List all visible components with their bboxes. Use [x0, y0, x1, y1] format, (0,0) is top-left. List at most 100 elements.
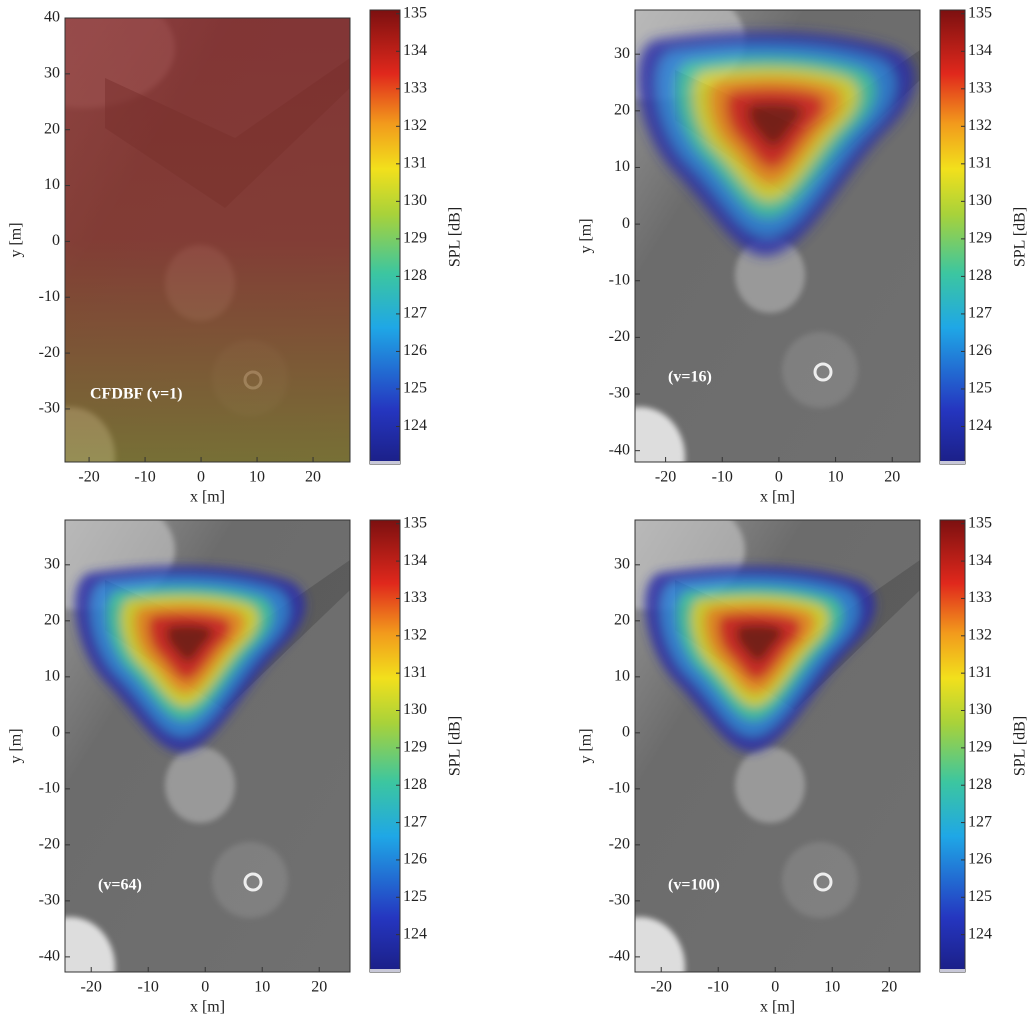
y-tick-label: -30	[39, 892, 60, 909]
y-tick-label: 30	[44, 65, 60, 82]
y-tick-label: 20	[44, 611, 60, 628]
colorbar-tick-label: 128	[403, 776, 427, 793]
colorbar-tick-label: 126	[403, 342, 427, 359]
y-tick-label: 20	[44, 120, 60, 137]
photo-engine	[782, 332, 858, 408]
plot-image	[635, 10, 920, 462]
y-tick-label: -20	[39, 344, 60, 361]
colorbar-tick-label: 133	[403, 79, 427, 96]
x-tick-label: -10	[138, 979, 159, 996]
colorbar-tick-label: 127	[403, 813, 427, 830]
y-tick-label: -30	[609, 892, 630, 909]
photo-engine	[735, 237, 805, 313]
colorbar-tick-label: 125	[403, 380, 427, 397]
colorbar	[939, 9, 966, 465]
x-tick-label: 20	[311, 979, 327, 996]
y-tick-label: 10	[614, 158, 630, 175]
x-tick-label: -20	[655, 469, 676, 486]
photo-corner	[65, 917, 115, 972]
colorbar-tick-label: 129	[403, 739, 427, 756]
x-tick-label: -10	[708, 979, 729, 996]
colorbar-tick-label: 129	[403, 230, 427, 247]
x-tick-label: -20	[651, 979, 672, 996]
colorbar-tick-label: 132	[968, 626, 992, 643]
field-ring	[747, 102, 803, 148]
colorbar-tick-label: 135	[403, 514, 427, 531]
field-overlay	[65, 18, 350, 462]
colorbar-label: SPL [dB]	[447, 207, 464, 267]
x-axis-label: x [m]	[760, 489, 795, 506]
y-tick-label: 0	[52, 232, 60, 249]
x-axis-label: x [m]	[760, 999, 795, 1016]
y-tick-label: 10	[44, 667, 60, 684]
plot-image	[635, 520, 920, 972]
colorbar-tick-label: 128	[403, 267, 427, 284]
colorbar-tick-label: 126	[968, 342, 992, 359]
colorbar-tick-label: 133	[968, 79, 992, 96]
x-tick-label: 10	[824, 979, 840, 996]
annotation: (v=64)	[98, 877, 142, 894]
y-tick-label: -10	[609, 271, 630, 288]
photo-light	[813, 872, 833, 892]
colorbar-tick-label: 126	[403, 851, 427, 868]
x-tick-label: 20	[881, 979, 897, 996]
x-tick-label: 10	[254, 979, 270, 996]
photo-engine	[212, 842, 288, 918]
field-blob	[637, 31, 915, 256]
x-tick-label: 20	[884, 469, 900, 486]
plot-frame	[634, 519, 921, 973]
colorbar-tick-label: 131	[403, 664, 427, 681]
colorbar-tick-label: 134	[968, 552, 992, 569]
x-axis-label: x [m]	[190, 999, 225, 1016]
plot-frame	[634, 9, 921, 463]
y-tick-label: 20	[614, 101, 630, 118]
y-axis-label: y [m]	[8, 222, 25, 257]
colorbar-tick-label: 133	[968, 589, 992, 606]
photo-light	[243, 872, 263, 892]
x-axis-label: x [m]	[190, 489, 225, 506]
y-tick-label: -10	[39, 780, 60, 797]
colorbar-tick-label: 124	[403, 925, 427, 942]
colorbar-tick-label: 131	[968, 155, 992, 172]
y-tick-label: 10	[614, 667, 630, 684]
colorbar-tick-label: 125	[968, 888, 992, 905]
y-tick-label: 30	[44, 555, 60, 572]
colorbar-base	[370, 461, 400, 464]
colorbar-tick-label: 134	[968, 42, 992, 59]
photo-corner	[635, 407, 685, 462]
y-tick-label: -10	[609, 780, 630, 797]
colorbar-tick-label: 131	[403, 155, 427, 172]
colorbar-label: SPL [dB]	[1012, 716, 1029, 776]
y-tick-label: -10	[39, 288, 60, 305]
colorbar-tick-label: 131	[968, 664, 992, 681]
colorbar-tick-label: 132	[403, 626, 427, 643]
field-blob	[645, 566, 876, 753]
y-tick-label: 30	[614, 45, 630, 62]
colorbar-tick-label: 135	[968, 4, 992, 21]
y-tick-label: 10	[44, 176, 60, 193]
y-axis-label: y [m]	[8, 728, 25, 763]
colorbar-tick-label: 129	[968, 739, 992, 756]
plot-frame	[64, 519, 351, 973]
y-tick-label: -20	[609, 836, 630, 853]
field-ring	[736, 624, 783, 662]
y-tick-label: -40	[39, 948, 60, 965]
colorbar	[939, 519, 966, 973]
x-tick-label: -20	[78, 469, 99, 486]
y-tick-label: -30	[609, 385, 630, 402]
x-tick-label: 0	[201, 979, 209, 996]
annotation: (v=100)	[668, 877, 720, 894]
colorbar	[369, 9, 401, 465]
colorbar-tick-label: 127	[968, 305, 992, 322]
colorbar-base	[940, 969, 965, 972]
x-tick-label: -20	[81, 979, 102, 996]
colorbar-tick-label: 134	[403, 42, 427, 59]
x-tick-label: 10	[249, 469, 265, 486]
colorbar-tick-label: 128	[968, 776, 992, 793]
colorbar	[369, 519, 401, 973]
y-tick-label: -30	[39, 400, 60, 417]
colorbar-tick-label: 128	[968, 267, 992, 284]
field-blob	[75, 566, 306, 753]
y-tick-label: 30	[614, 555, 630, 572]
